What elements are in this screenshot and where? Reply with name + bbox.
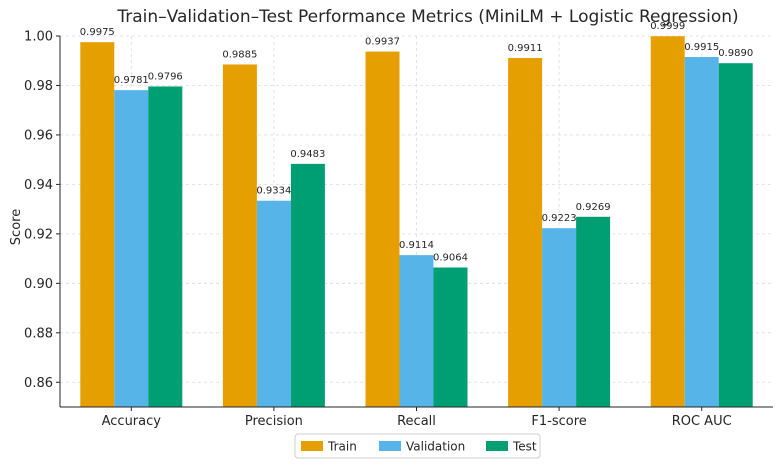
legend-swatch-train: [301, 441, 323, 451]
x-tick-label: Precision: [245, 414, 303, 429]
x-tick-label: ROC AUC: [672, 414, 732, 429]
legend-swatch-validation: [379, 441, 401, 451]
bar-test-precision: [290, 163, 325, 407]
bar-test-accuracy: [148, 86, 183, 408]
bar-train-accuracy: [80, 42, 115, 407]
bar-test-f1-score: [576, 216, 611, 407]
bar-test-recall: [433, 267, 468, 407]
bars: [80, 36, 753, 408]
y-tick-label: 0.90: [24, 277, 53, 292]
data-label: 0.9999: [650, 21, 685, 32]
x-tick-label: F1-score: [531, 414, 586, 429]
x-ticks: Accuracy Precision Recall F1-score ROC AUC: [102, 407, 732, 429]
data-label: 0.9483: [290, 149, 325, 160]
data-label: 0.9064: [433, 253, 468, 264]
bar-validation-roc-auc: [684, 57, 719, 407]
value-labels: 0.9975 0.9885 0.9937 0.9911 0.9999 0.9781 0.93…: [80, 21, 753, 263]
data-label: 0.9334: [256, 186, 291, 197]
x-tick-label: Accuracy: [102, 414, 162, 429]
bar-validation-recall: [399, 255, 434, 407]
legend-label-test: Test: [512, 440, 537, 454]
legend: Train Validation Test: [294, 433, 541, 459]
data-label: 0.9796: [148, 71, 183, 82]
data-label: 0.9937: [365, 37, 400, 48]
data-label: 0.9975: [80, 27, 115, 38]
bar-train-precision: [222, 64, 257, 408]
x-tick-label: Recall: [397, 414, 436, 429]
data-label: 0.9885: [222, 49, 257, 60]
y-tick-label: 0.88: [24, 326, 53, 341]
y-tick-label: 0.94: [24, 178, 53, 193]
bar-validation-accuracy: [114, 90, 149, 407]
data-label: 0.9269: [576, 202, 611, 213]
y-tick-label: 0.86: [24, 376, 53, 391]
data-label: 0.9915: [684, 42, 719, 53]
legend-swatch-test: [486, 441, 508, 451]
data-label: 0.9890: [718, 48, 753, 59]
bar-train-f1-score: [508, 58, 543, 407]
data-label: 0.9223: [542, 213, 577, 224]
bar-train-roc-auc: [650, 36, 685, 407]
y-tick-label: 0.92: [24, 227, 53, 242]
legend-box: [294, 433, 541, 459]
y-tick-label: 0.96: [24, 128, 53, 143]
data-label: 0.9114: [399, 240, 434, 251]
chart-title: Train–Validation–Test Performance Metric…: [116, 7, 738, 27]
y-axis-label: Score: [9, 209, 24, 245]
bar-test-roc-auc: [718, 63, 753, 407]
legend-label-validation: Validation: [406, 440, 465, 454]
legend-label-train: Train: [327, 440, 357, 454]
y-tick-label: 0.98: [24, 79, 53, 94]
bar-validation-f1-score: [542, 228, 577, 407]
y-tick-label: 1.00: [24, 30, 53, 45]
bar-train-recall: [365, 51, 400, 407]
y-ticks: 0.86 0.88 0.90 0.92 0.94 0.96 0.98 1.00: [24, 30, 60, 391]
data-label: 0.9911: [508, 43, 543, 54]
bar-validation-precision: [256, 200, 291, 407]
data-label: 0.9781: [114, 75, 149, 86]
